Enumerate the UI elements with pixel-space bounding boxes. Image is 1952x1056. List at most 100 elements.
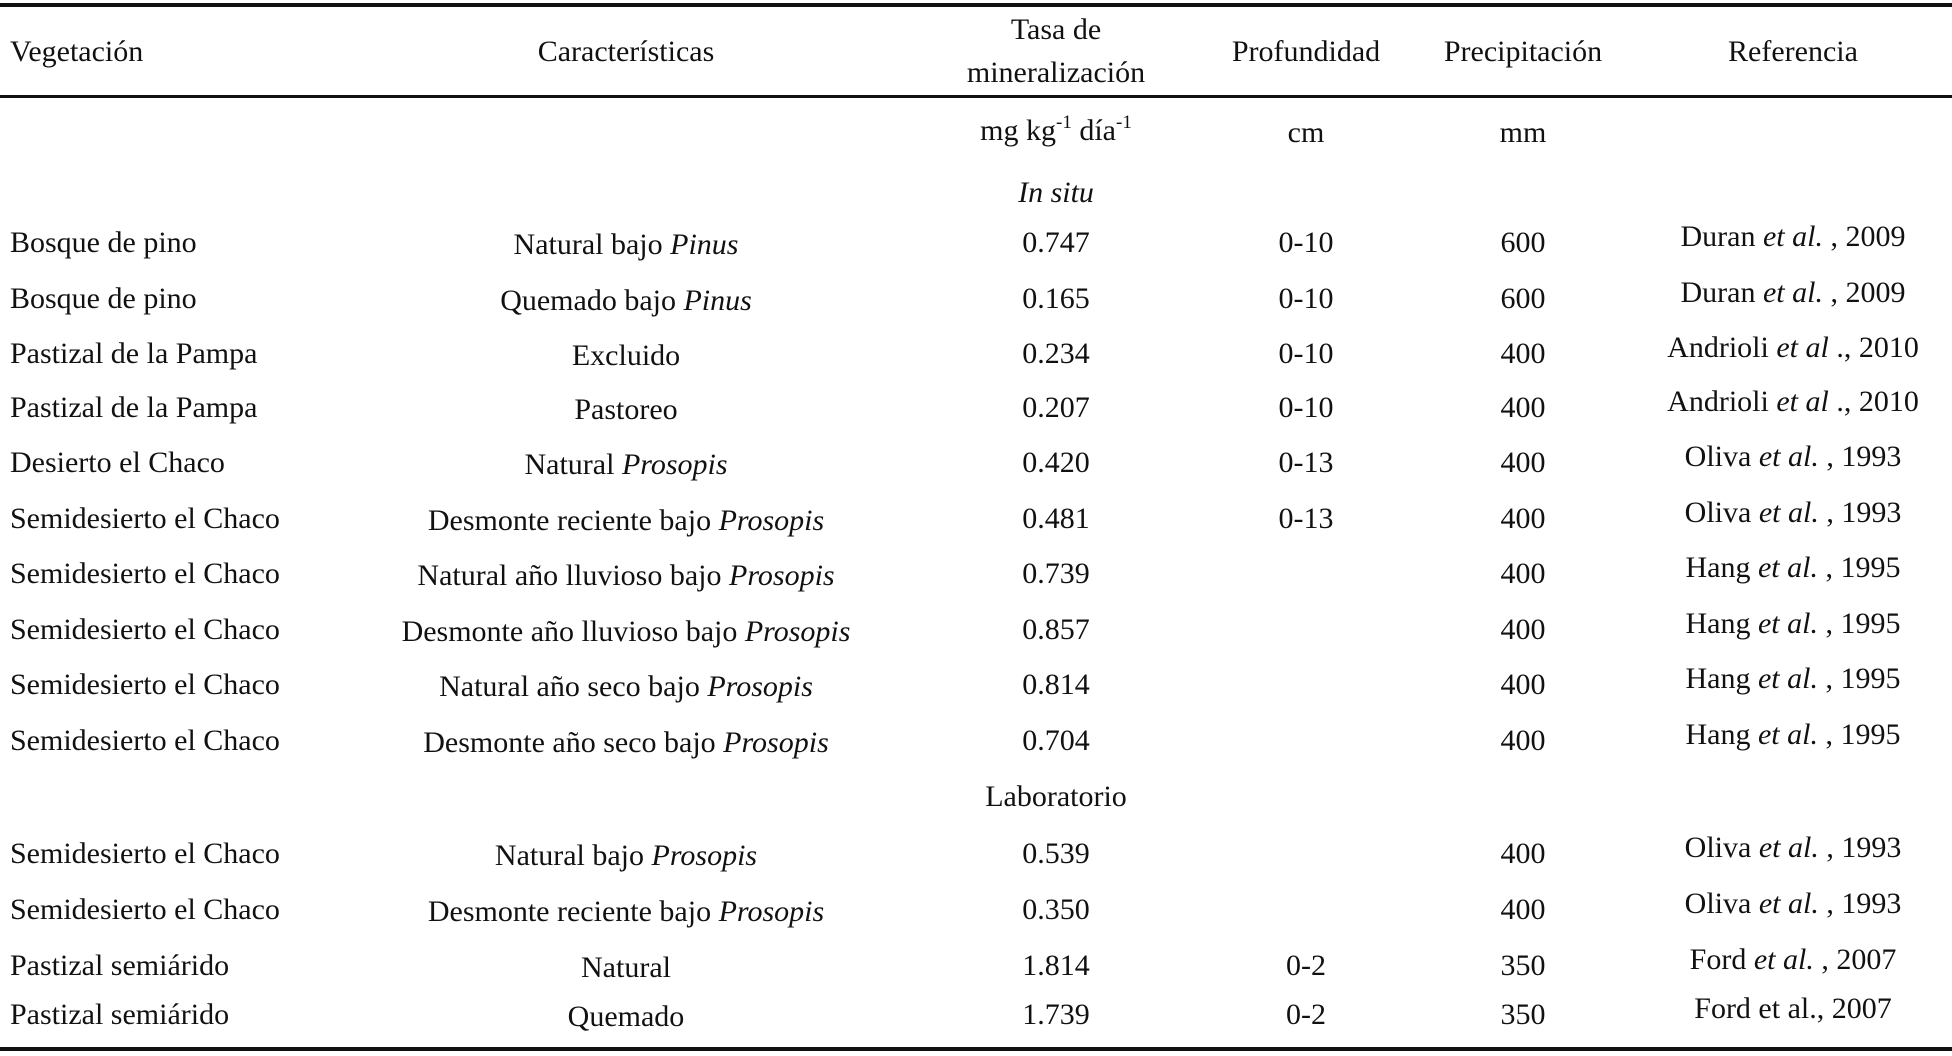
depth: 0-13 (1278, 502, 1334, 535)
characteristics-part: Pinus (670, 228, 739, 261)
header-characteristics: Características (537, 35, 715, 68)
reference-part: , 1993 (1826, 831, 1902, 864)
vegetation: Pastizal de la Pampa (10, 391, 258, 424)
characteristics: Quemado bajo Pinus (500, 284, 752, 318)
vegetation: Desierto el Chaco (10, 446, 225, 479)
reference-part: , 1995 (1825, 551, 1901, 584)
vegetation: Semidesierto el Chaco (10, 893, 280, 926)
reference: Duran et al. , 2009 (1681, 220, 1906, 254)
reference-part: Andrioli (1667, 331, 1769, 364)
precipitation: 350 (1500, 949, 1546, 982)
vegetation: Semidesierto el Chaco (10, 557, 280, 590)
characteristics-part: Quemado bajo (500, 284, 676, 317)
characteristics: Natural año lluvioso bajo Prosopis (417, 559, 834, 593)
precipitation: 400 (1500, 557, 1546, 590)
header-precipitation: Precipitación (1443, 35, 1603, 68)
reference-part: Ford (1689, 943, 1747, 976)
unit-part: día (1079, 114, 1116, 147)
characteristics: Natural Prosopis (524, 448, 727, 482)
characteristics-part: Prosopis (744, 615, 851, 648)
characteristics-part: Natural año lluvioso bajo (417, 559, 722, 592)
reference-part: et al. (1757, 662, 1818, 695)
reference-part: , 1995 (1825, 607, 1901, 640)
characteristics: Natural (581, 951, 671, 985)
reference: Ford et al., 2007 (1694, 992, 1891, 1026)
reference-part: et al. (1757, 718, 1818, 751)
depth: 0-2 (1286, 949, 1326, 982)
characteristics-part: Natural año seco bajo (439, 670, 700, 703)
depth: 0-10 (1278, 391, 1334, 424)
vegetation: Bosque de pino (10, 282, 197, 315)
reference-part: et al. (1762, 220, 1823, 253)
vegetation: Semidesierto el Chaco (10, 724, 280, 757)
rate: 0.739 (1022, 557, 1090, 590)
unit-part: -1 (1116, 112, 1132, 133)
rate: 0.704 (1022, 724, 1090, 757)
reference: Ford et al. , 2007 (1690, 943, 1897, 977)
vegetation: Semidesierto el Chaco (10, 502, 280, 535)
rate: 1.814 (1022, 949, 1090, 982)
characteristics-part: Desmonte año lluvioso bajo (401, 615, 738, 648)
vegetation: Pastizal semiárido (10, 998, 230, 1031)
reference-part: Hang (1685, 607, 1751, 640)
header-reference: Referencia (1728, 35, 1858, 68)
rate: 0.857 (1022, 613, 1090, 646)
precipitation: 400 (1500, 613, 1546, 646)
characteristics: Natural bajo Pinus (514, 228, 739, 262)
rate: 0.747 (1022, 226, 1090, 259)
section-title: In situ (1018, 176, 1094, 209)
reference-part: , 1993 (1826, 496, 1902, 529)
precipitation: 350 (1500, 998, 1546, 1031)
reference-part: , 1993 (1826, 887, 1902, 920)
top-rule (0, 3, 1952, 7)
section-title: Laboratorio (985, 780, 1127, 813)
vegetation: Pastizal semiárido (10, 949, 230, 982)
precipitation: 400 (1500, 893, 1546, 926)
reference-part: Oliva (1684, 887, 1752, 920)
precipitation: 400 (1500, 668, 1546, 701)
unit-part: -1 (1056, 112, 1072, 133)
characteristics: Natural año seco bajo Prosopis (439, 670, 813, 704)
precipitation: 400 (1500, 446, 1546, 479)
reference: Andrioli et al ., 2010 (1667, 331, 1919, 365)
precipitation: 400 (1500, 337, 1546, 370)
reference-part: Ford et al., 2007 (1694, 992, 1892, 1025)
reference: Hang et al. , 1995 (1686, 607, 1901, 641)
depth: 0-2 (1286, 998, 1326, 1031)
reference-part: et al. (1762, 276, 1823, 309)
characteristics-part: Prosopis (621, 448, 728, 481)
characteristics: Excluido (572, 339, 680, 373)
reference-part: Duran (1680, 220, 1756, 253)
precipitation: 600 (1500, 282, 1546, 315)
rate: 0.165 (1022, 282, 1090, 315)
precipitation: 400 (1500, 391, 1546, 424)
characteristics-part: Prosopis (707, 670, 813, 703)
characteristics-part: Natural (524, 448, 615, 481)
characteristics: Desmonte año lluvioso bajo Prosopis (402, 615, 851, 649)
header-rule (0, 95, 1952, 98)
reference-part: Hang (1685, 551, 1751, 584)
header-depth: Profundidad (1231, 35, 1381, 68)
precipitation: 600 (1500, 226, 1546, 259)
characteristics-part: Desmonte año seco bajo (423, 726, 716, 759)
vegetation: Bosque de pino (10, 226, 197, 259)
reference-part: Oliva (1684, 440, 1752, 473)
reference-part: ., 2010 (1836, 331, 1919, 364)
characteristics-part: Excluido (571, 339, 681, 372)
characteristics-part: Natural (581, 951, 671, 984)
rate: 0.350 (1022, 893, 1090, 926)
rate: 0.420 (1022, 446, 1090, 479)
reference-part: , 1995 (1825, 662, 1901, 695)
reference-part: et al. (1753, 943, 1814, 976)
depth: 0-10 (1278, 282, 1334, 315)
reference: Duran et al. , 2009 (1681, 276, 1906, 310)
reference: Andrioli et al ., 2010 (1667, 385, 1919, 419)
reference: Hang et al. , 1995 (1686, 551, 1901, 585)
characteristics-part: Prosopis (723, 726, 829, 759)
rate: 0.481 (1022, 502, 1090, 535)
characteristics-part: Natural bajo (494, 839, 645, 872)
reference: Oliva et al. , 1993 (1685, 440, 1902, 474)
rate: 0.234 (1022, 337, 1090, 370)
depth: 0-10 (1278, 226, 1334, 259)
reference: Hang et al. , 1995 (1686, 662, 1901, 696)
